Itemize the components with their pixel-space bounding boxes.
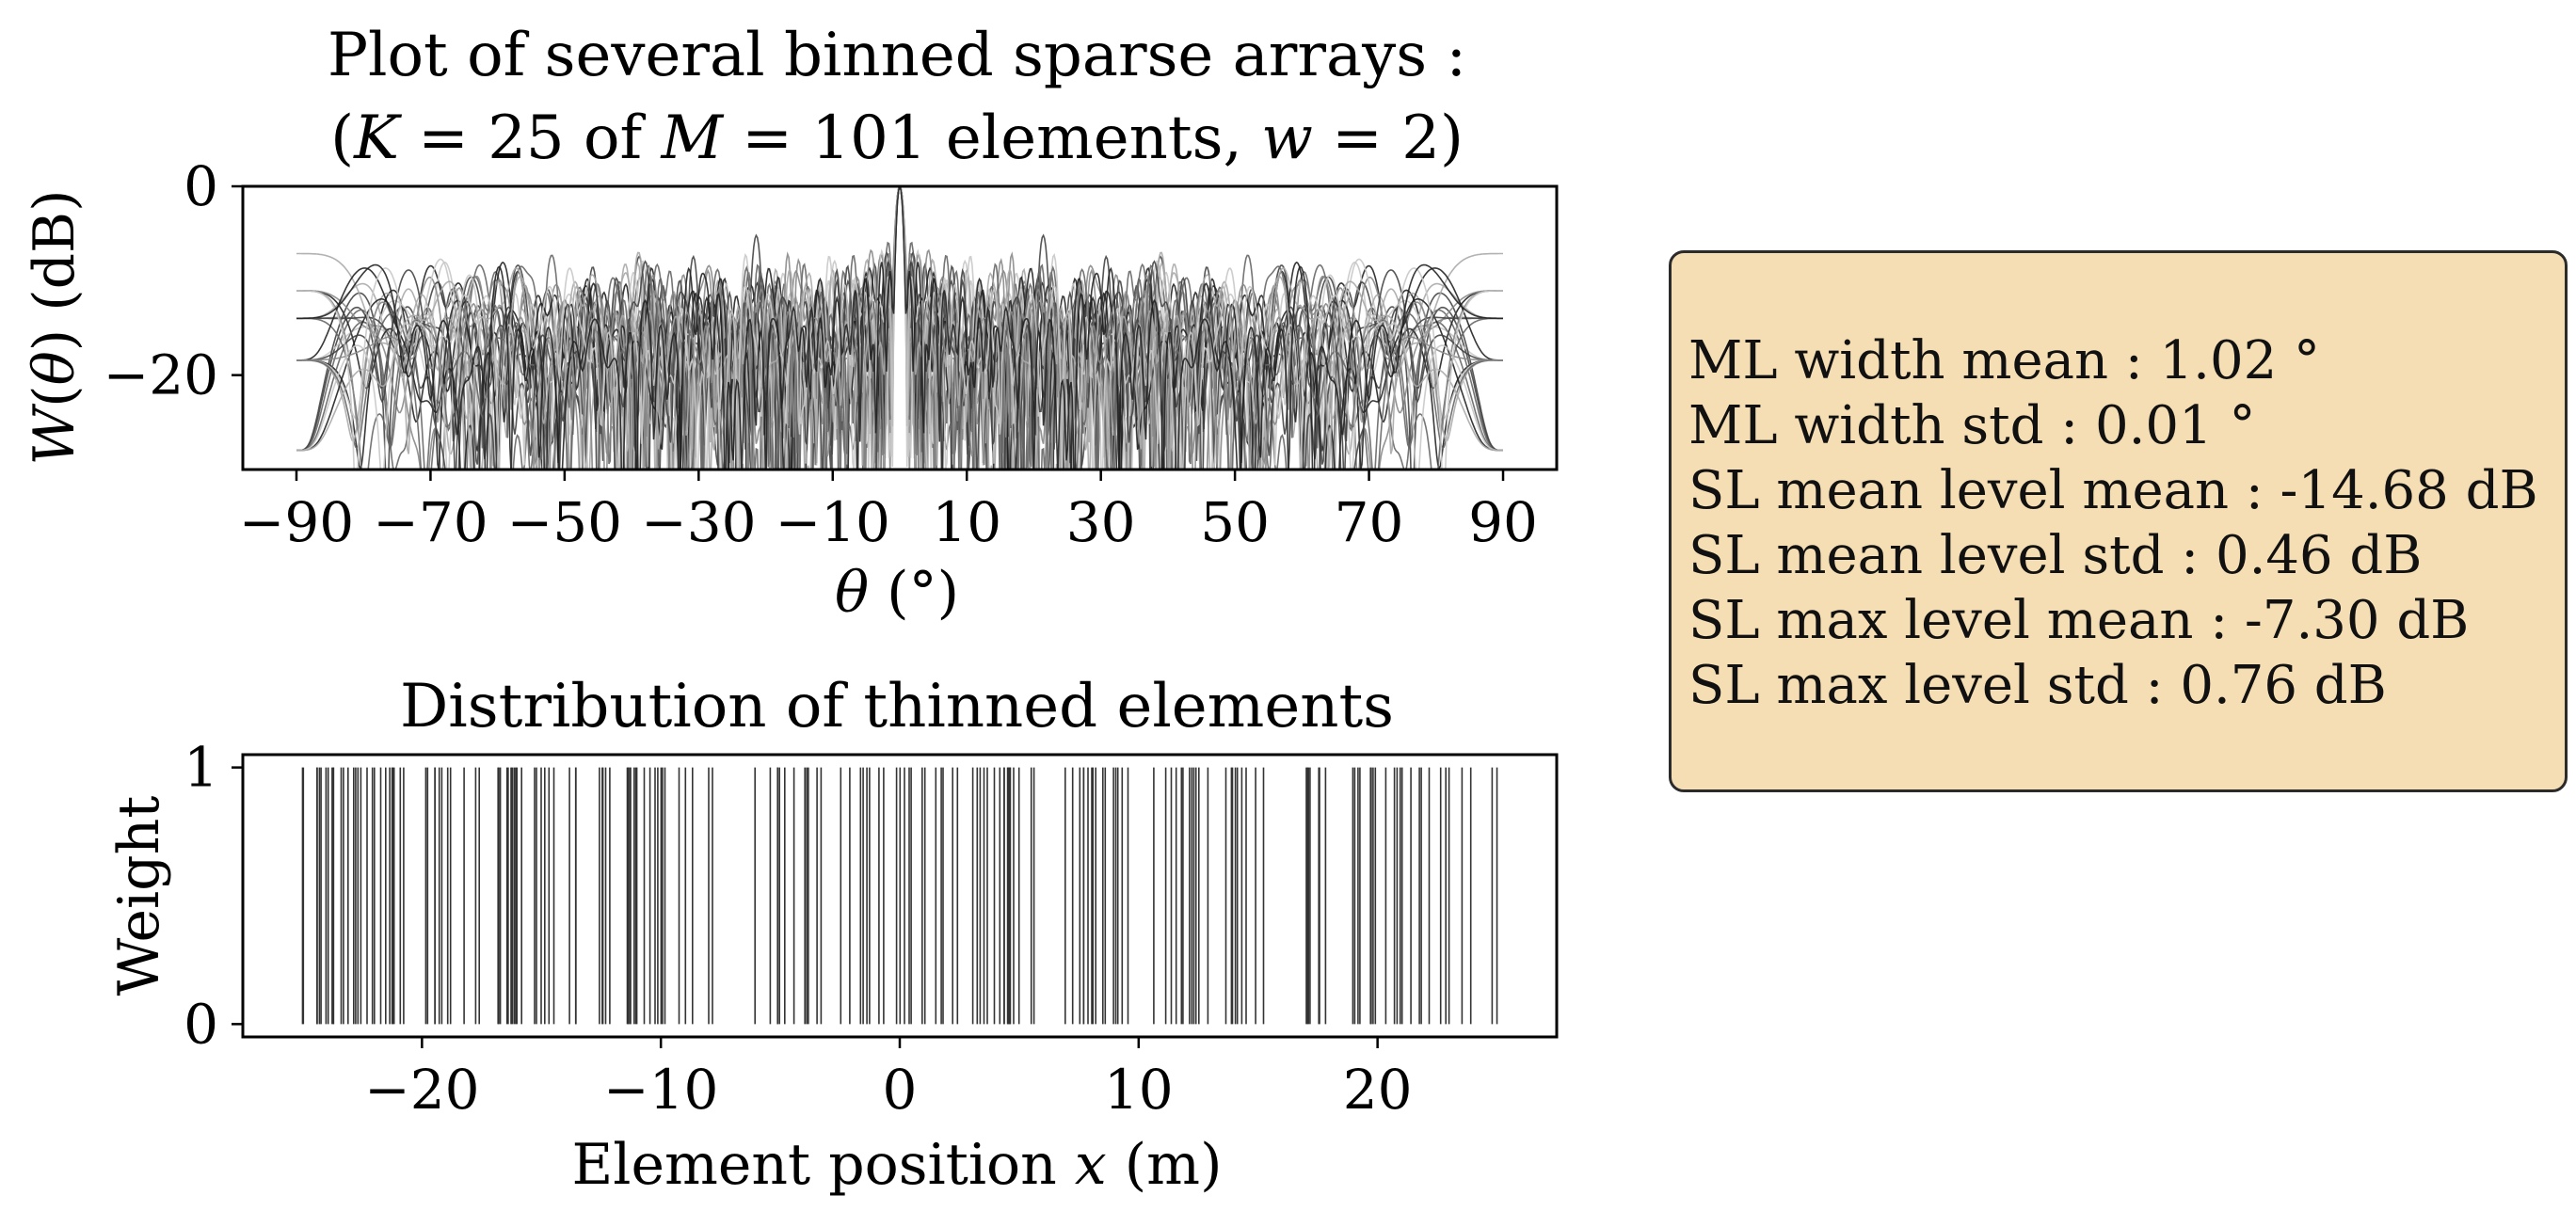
- distribution-x-tick-label: 10: [1104, 1058, 1174, 1122]
- pattern-series-line: [296, 186, 1503, 470]
- pattern-plot-frame: [241, 184, 1559, 471]
- distribution-x-tick-label: −10: [603, 1058, 718, 1122]
- pattern-series-line: [296, 186, 1503, 470]
- pattern-series-line: [296, 186, 1503, 470]
- pattern-series-line: [296, 186, 1503, 470]
- distribution-x-tick-label: 0: [883, 1058, 918, 1122]
- pattern-x-tick-label: 30: [1066, 490, 1136, 554]
- distribution-y-label: Weight: [106, 796, 172, 996]
- pattern-y-label: W(θ) (dB): [22, 189, 88, 465]
- distribution-y-ticks: 01: [184, 736, 243, 1056]
- distribution-x-label: Element position x (m): [571, 1132, 1222, 1198]
- pattern-chart-title: Plot of several binned sparse arrays :: [328, 21, 1466, 90]
- distribution-chart: Distribution of thinned elements −20 −10 0…: [106, 672, 1559, 1198]
- pattern-y-tick-label: −20: [104, 343, 218, 407]
- distribution-x-tick-label: 20: [1343, 1058, 1413, 1122]
- pattern-lines: [296, 186, 1503, 470]
- pattern-y-tick-label: 0: [184, 154, 218, 218]
- pattern-x-tick-label: −90: [239, 490, 354, 554]
- distribution-x-ticks: −20 −10 0 10 20: [364, 1037, 1413, 1122]
- distribution-chart-title: Distribution of thinned elements: [400, 672, 1394, 741]
- stat-ml-width-mean: ML width mean : 1.02 °: [1688, 330, 2321, 391]
- distribution-y-tick-label: 1: [184, 736, 218, 800]
- pattern-x-ticks: −90 −70 −50 −30 −10 10 30 50 70 90: [239, 470, 1538, 554]
- pattern-series-line: [296, 186, 1503, 470]
- pattern-series-line: [296, 186, 1503, 470]
- pattern-chart-subtitle: (K = 25 of M = 101 elements, w = 2): [330, 104, 1464, 173]
- pattern-x-tick-label: 50: [1200, 490, 1270, 554]
- pattern-series-line: [296, 186, 1503, 470]
- pattern-x-tick-label: 70: [1335, 490, 1404, 554]
- pattern-chart: Plot of several binned sparse arrays : (…: [22, 21, 1559, 626]
- pattern-series-line: [296, 186, 1503, 470]
- pattern-series-line: [296, 186, 1503, 470]
- pattern-x-tick-label: −50: [507, 490, 622, 554]
- pattern-x-tick-label: 90: [1468, 490, 1538, 554]
- pattern-series-line: [296, 186, 1503, 470]
- pattern-x-tick-label: 10: [932, 490, 1001, 554]
- pattern-series-line: [296, 186, 1503, 470]
- pattern-series-line: [296, 186, 1503, 470]
- distribution-y-tick-label: 0: [184, 992, 218, 1056]
- pattern-x-tick-label: −10: [776, 490, 890, 554]
- stat-sl-max-level-std: SL max level std : 0.76 dB: [1688, 655, 2387, 716]
- stat-sl-mean-level-std: SL mean level std : 0.46 dB: [1688, 525, 2423, 586]
- element-stems: [301, 767, 1498, 1025]
- statistics-box: ML width mean : 1.02 ° ML width std : 0.…: [1669, 250, 2568, 792]
- pattern-series-line: [296, 186, 1503, 470]
- pattern-x-tick-label: −30: [641, 490, 756, 554]
- stat-sl-mean-level-mean: SL mean level mean : -14.68 dB: [1688, 460, 2538, 521]
- stat-ml-width-std: ML width std : 0.01 °: [1688, 395, 2256, 456]
- pattern-x-label: θ (°): [835, 560, 959, 626]
- distribution-x-tick-label: −20: [364, 1058, 479, 1122]
- pattern-x-tick-label: −70: [373, 490, 488, 554]
- stat-sl-max-level-mean: SL max level mean : -7.30 dB: [1688, 590, 2470, 651]
- pattern-y-ticks: 0 −20: [104, 154, 243, 407]
